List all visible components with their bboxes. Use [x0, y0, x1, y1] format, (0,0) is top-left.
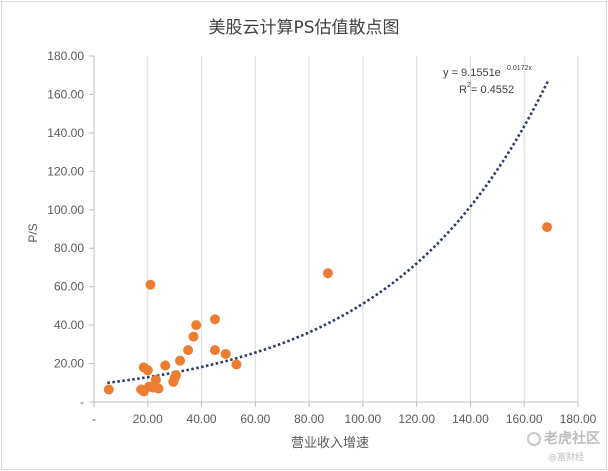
data-point — [150, 374, 161, 385]
data-point — [160, 360, 171, 371]
r-squared-label: R — [459, 84, 467, 96]
y-tick-label: 120.00 — [47, 164, 84, 178]
data-point — [220, 348, 231, 359]
gridlines — [147, 56, 579, 402]
data-point — [175, 355, 186, 366]
y-tick-label: 140.00 — [47, 126, 84, 140]
x-tick-label: 80.00 — [294, 412, 324, 426]
r-squared-value: = 0.4552 — [471, 84, 514, 96]
trendline-equation-text: y = 9.1551e — [443, 67, 501, 79]
y-tick-label: 160.00 — [47, 87, 84, 101]
data-point — [210, 345, 220, 356]
data-point — [183, 345, 194, 356]
data-point — [231, 359, 242, 370]
x-tick-label: 40.00 — [187, 412, 217, 426]
data-point — [153, 383, 164, 394]
y-tick-label: 40.00 — [54, 318, 84, 332]
data-point — [142, 365, 153, 376]
chart-title: 美股云计算PS估值散点图 — [208, 18, 400, 38]
exponential-trendline — [107, 79, 550, 385]
y-axis-label: P/S — [26, 223, 40, 243]
x-tick-label: 20.00 — [133, 412, 163, 426]
x-tick-labels: - 20.00 40.00 60.00 80.00 100.00 120.00 140.00 1… — [92, 412, 597, 426]
data-points — [103, 222, 553, 397]
y-tick-label: 60.00 — [54, 280, 84, 294]
x-axis-label: 营业收入增速 — [290, 436, 369, 451]
data-point — [322, 268, 333, 279]
x-tick-label: 160.00 — [506, 412, 543, 426]
x-tick-label: 140.00 — [452, 412, 489, 426]
x-tick-label: 120.00 — [398, 412, 435, 426]
x-tick-label: 60.00 — [240, 412, 270, 426]
tiger-logo-icon — [527, 432, 541, 446]
data-point — [103, 384, 114, 395]
trendline-equation-exponent: 0.0172x — [507, 65, 532, 72]
x-tick-label: - — [92, 412, 96, 426]
y-tick-label: 180.00 — [47, 49, 84, 63]
data-point — [542, 222, 553, 233]
data-point — [145, 279, 156, 290]
watermark: 老虎社区 — [527, 428, 600, 448]
watermark-text: 老虎社区 — [544, 431, 600, 447]
data-point — [191, 320, 202, 331]
r-squared-exponent: 2 — [467, 82, 471, 89]
x-tick-label: 180.00 — [560, 412, 597, 426]
x-tick-label: 100.00 — [345, 412, 382, 426]
trendline-equation: y = 9.1551e 0.0172x R 2 = 0.4552 — [443, 65, 532, 96]
y-tick-label: 20.00 — [54, 357, 84, 371]
data-point — [171, 370, 182, 381]
y-tick-labels: - 20.00 40.00 60.00 80.00 100.00 120.00 140.00 1… — [47, 49, 84, 409]
trendline-group — [107, 79, 550, 385]
y-tick-label: 80.00 — [54, 241, 84, 255]
watermark-sub: @富财经 — [547, 453, 584, 463]
axes — [89, 55, 579, 407]
data-point — [188, 331, 199, 342]
y-tick-label: - — [80, 395, 84, 409]
y-tick-label: 100.00 — [47, 203, 84, 217]
data-point — [210, 314, 220, 325]
